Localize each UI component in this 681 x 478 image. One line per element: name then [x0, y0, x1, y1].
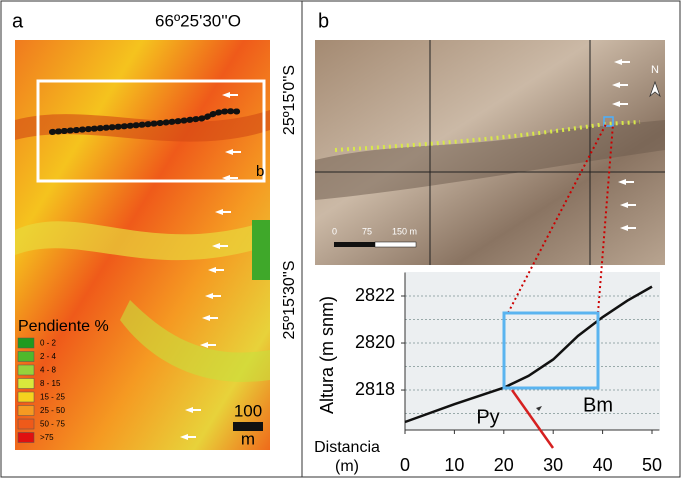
scale-bar	[233, 422, 263, 431]
x-axis-label: (m)	[335, 458, 359, 475]
contact-line	[510, 389, 555, 449]
scale-value: 100	[234, 401, 262, 420]
plot-area	[405, 272, 660, 430]
scale-label: 75	[362, 226, 372, 236]
scale-bar	[374, 241, 417, 248]
legend-swatch	[17, 364, 35, 376]
longitude: 66º25'30''O	[155, 11, 241, 30]
line-chart: 2818 2820 2822 0 10 20 30 40 50	[355, 272, 662, 475]
legend-label: 8 - 15	[40, 379, 61, 388]
latitude: 25º15'0''S	[281, 65, 298, 135]
legend-swatch	[17, 378, 35, 389]
panel-label: b	[318, 10, 329, 32]
x-tick-label: 50	[642, 455, 662, 475]
track	[334, 120, 641, 152]
image-texture	[315, 120, 665, 200]
legend-label: 0 - 2	[40, 339, 57, 348]
legend-label: 25 - 50	[40, 406, 65, 415]
legend-swatch	[17, 391, 35, 403]
y-tick-label: 2822	[355, 285, 395, 305]
legend-swatch	[17, 351, 35, 362]
map-texture	[120, 300, 270, 382]
legend-label: 4 - 8	[40, 366, 57, 375]
legend-swatch	[17, 418, 35, 430]
x-tick-label: 30	[543, 455, 563, 475]
north-label: N	[651, 64, 659, 76]
inset-box	[36, 79, 266, 183]
zoom-box	[502, 311, 600, 390]
latitude: 25º15'30''S	[281, 260, 298, 339]
north-arrow	[649, 80, 661, 98]
line-series	[404, 285, 653, 424]
scale-label: 0	[332, 226, 337, 236]
arrows	[612, 59, 636, 231]
legend-label: 15 - 25	[40, 393, 65, 402]
y-axis-label: Altura (m snm)	[317, 296, 337, 414]
legend: 0 - 2 2 - 4 4 - 8 8 - 15 15 - 25 25 - 50 50 - …	[17, 337, 65, 443]
legend-label: >75	[40, 433, 54, 442]
arrows	[180, 92, 241, 440]
map-texture	[15, 220, 270, 261]
y-tick-label: 2820	[355, 332, 395, 352]
marker	[536, 406, 542, 411]
map-texture	[252, 220, 270, 280]
x-axis-label: Distancia	[314, 439, 380, 456]
legend-label: 50 - 75	[40, 420, 65, 429]
scale-label: 150 m	[392, 226, 417, 236]
annotation: Bm	[583, 394, 613, 416]
scale-unit: m	[241, 429, 255, 448]
panel-label: a	[12, 10, 24, 32]
x-tick-label: 20	[494, 455, 514, 475]
connector	[507, 123, 614, 314]
legend-swatch	[17, 432, 35, 443]
legend-title: Pendiente %	[18, 318, 109, 335]
x-tick-label: 10	[444, 455, 464, 475]
x-tick-label: 40	[593, 455, 613, 475]
inset-label: b	[256, 163, 264, 180]
legend-swatch	[17, 337, 35, 349]
legend-swatch	[17, 405, 35, 416]
legend-label: 2 - 4	[40, 352, 57, 361]
zoom-box	[603, 116, 614, 127]
image-grid	[315, 40, 665, 265]
y-tick-label: 2818	[355, 379, 395, 399]
annotation: Py	[476, 406, 499, 428]
track	[49, 108, 245, 135]
x-tick-label: 0	[400, 455, 410, 475]
